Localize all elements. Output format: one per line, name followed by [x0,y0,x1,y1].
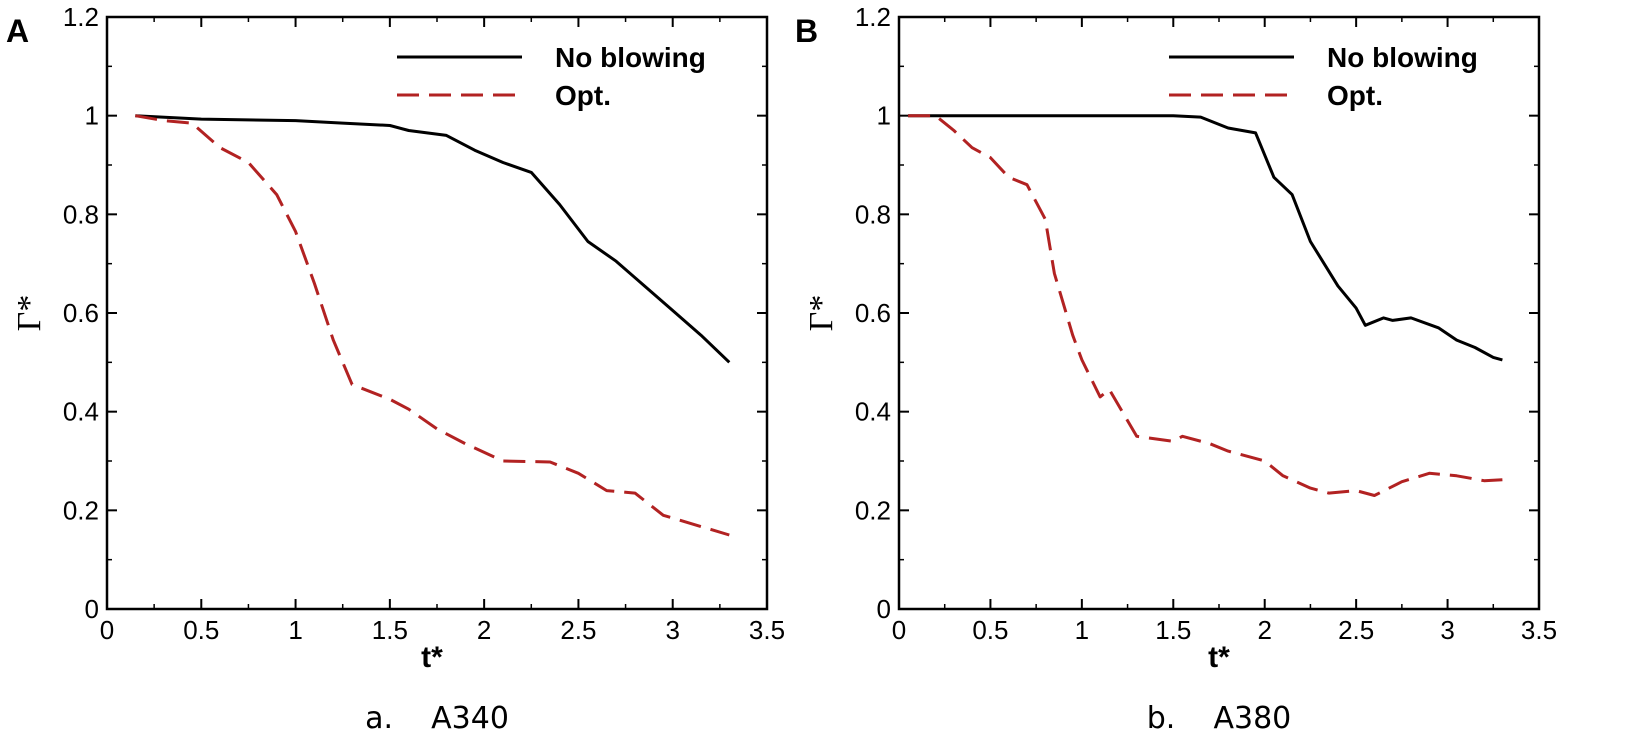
legend-label-no-blowing: No blowing [1327,42,1478,73]
x-tick-label: 1.5 [372,615,408,645]
y-tick-label: 0 [877,594,891,624]
x-tick-label: 0 [892,615,906,645]
y-tick-label: 0.6 [855,298,891,328]
x-tick-label: 2 [1257,615,1271,645]
panel-label: A [6,13,29,49]
x-tick-label: 2.5 [1338,615,1374,645]
y-axis-label: Γ* [803,295,840,332]
y-tick-label: 0.2 [63,495,99,525]
series-line-no-blowing [135,114,731,364]
y-tick-label: 1 [85,101,99,131]
panel-caption: a. A340 [365,701,509,736]
x-tick-label: 0 [100,615,114,645]
chart-panel-B: B 0 0.5 1 1.5 2 2.5 3 3.5 0 0.2 0.4 0.6 0.8 1 1.2 t* Γ* No… [795,2,1557,736]
y-tick-label: 0.2 [855,495,891,525]
series-line-opt [135,114,730,537]
x-tick-label: 2 [477,615,491,645]
x-tick-label: 3.5 [749,615,785,645]
x-axis-label: t* [1208,641,1230,674]
x-tick-label: 1 [288,615,302,645]
x-tick-label: 1.5 [1155,615,1191,645]
y-tick-label: 0.6 [63,298,99,328]
legend-label-opt: Opt. [555,80,611,111]
x-tick-label: 1 [1075,615,1089,645]
y-axis-label: Γ* [11,295,48,332]
plot-frame [897,15,1541,611]
y-tick-label: 1.2 [63,2,99,32]
x-axis-label: t* [421,641,443,674]
y-tick-label: 1 [877,101,891,131]
y-tick-label: 0.4 [855,397,891,427]
series-line-opt [908,114,1503,497]
x-tick-label: 2.5 [560,615,596,645]
chart-panel-A: A 0 0.5 1 1.5 2 2.5 3 3.5 0 0.2 0.4 0.6 0.8 1 1.2 t* Γ* No… [6,2,785,736]
x-tick-label: 0.5 [972,615,1008,645]
legend-label-opt: Opt. [1327,80,1383,111]
panel-caption: b. A380 [1147,701,1292,736]
series-line-no-blowing [908,114,1503,362]
legend-label-no-blowing: No blowing [555,42,706,73]
y-tick-label: 1.2 [855,2,891,32]
x-tick-label: 0.5 [183,615,219,645]
y-tick-label: 0 [85,594,99,624]
y-tick-label: 0.8 [63,199,99,229]
x-tick-label: 3 [1440,615,1454,645]
x-tick-label: 3.5 [1521,615,1557,645]
y-tick-label: 0.8 [855,199,891,229]
panel-label: B [795,13,818,49]
y-tick-label: 0.4 [63,397,99,427]
x-tick-label: 3 [665,615,679,645]
plot-frame [105,15,769,611]
